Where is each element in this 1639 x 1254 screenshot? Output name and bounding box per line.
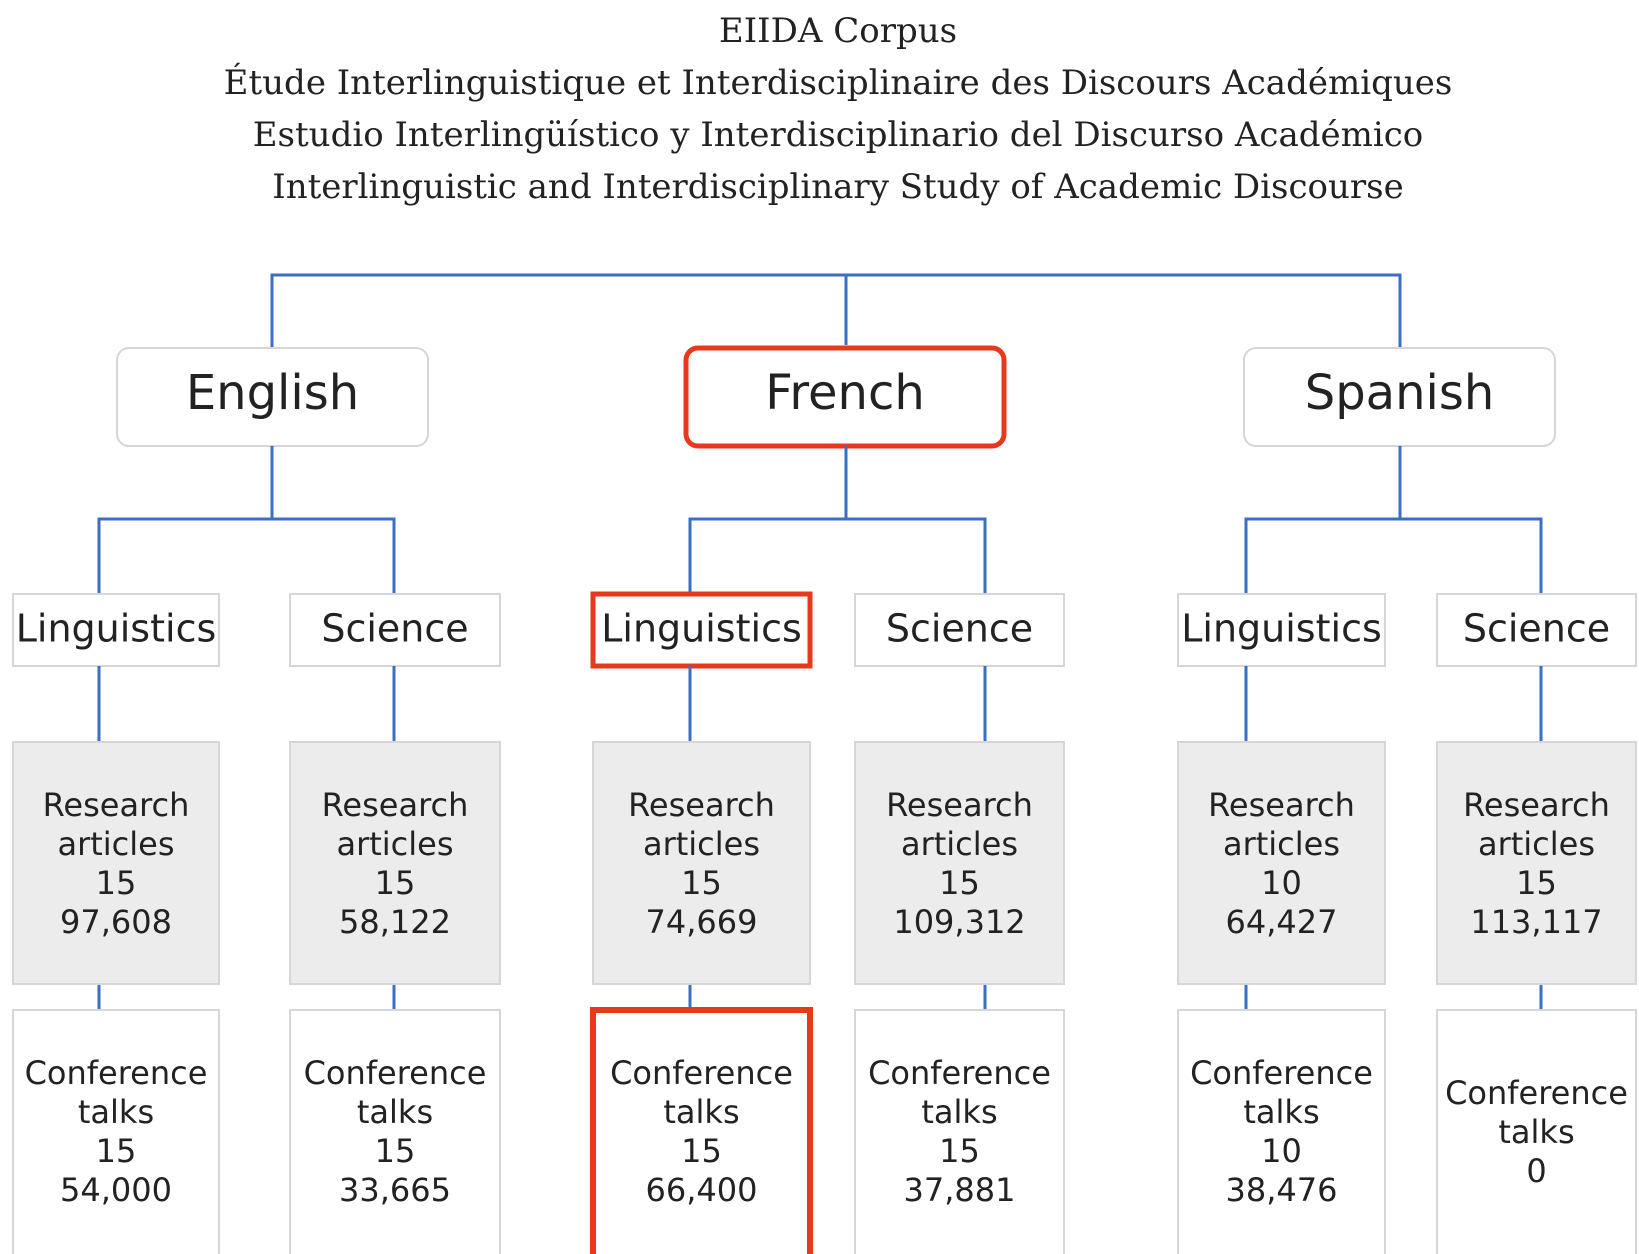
conference-text: talks [1498, 1113, 1574, 1151]
research-text: articles [336, 825, 453, 863]
conference-text: talks [1243, 1093, 1319, 1131]
conference-text: Conference [1445, 1074, 1628, 1112]
research-text: 97,608 [60, 903, 172, 941]
title-line: Interlinguistic and Interdisciplinary St… [272, 167, 1403, 207]
discipline-box [590, 591, 813, 669]
conference-text: talks [921, 1093, 997, 1131]
title-line: EIIDA Corpus [719, 11, 957, 51]
conference-box [590, 1007, 813, 1254]
research-text: 15 [1516, 864, 1557, 902]
conference-text: Conference [1190, 1054, 1373, 1092]
conference-box [854, 1009, 1065, 1254]
research-box [592, 741, 811, 985]
connector [97, 446, 396, 594]
research-text: 15 [939, 864, 980, 902]
research-text: Research [886, 786, 1033, 824]
conference-box [1177, 1009, 1386, 1254]
research-text: articles [643, 825, 760, 863]
research-box [1436, 741, 1637, 985]
conference-text: 37,881 [904, 1171, 1016, 1209]
conference-text: Conference [868, 1054, 1051, 1092]
language-label: French [765, 365, 925, 421]
discipline-label: Linguistics [16, 607, 217, 651]
conference-text: talks [663, 1093, 739, 1131]
research-text: articles [1223, 825, 1340, 863]
conference-text: 66,400 [646, 1171, 758, 1209]
discipline-label: Linguistics [1181, 607, 1382, 651]
research-text: articles [901, 825, 1018, 863]
research-text: 58,122 [339, 903, 451, 941]
research-text: 15 [681, 864, 722, 902]
discipline-label: Science [886, 607, 1033, 651]
conference-text: 33,665 [339, 1171, 451, 1209]
conference-text: 15 [375, 1132, 416, 1170]
conference-text: Conference [304, 1054, 487, 1092]
title-line: Étude Interlinguistique et Interdiscipli… [224, 62, 1453, 103]
conference-text: Conference [25, 1054, 208, 1092]
language-label: English [186, 365, 359, 421]
connector [270, 273, 1402, 350]
research-text: 113,117 [1470, 903, 1602, 941]
research-box [12, 741, 220, 985]
conference-text: 10 [1261, 1132, 1302, 1170]
research-text: 15 [375, 864, 416, 902]
research-box [854, 741, 1065, 985]
conference-text: 54,000 [60, 1171, 172, 1209]
discipline-label: Science [321, 607, 468, 651]
discipline-box [1177, 593, 1386, 667]
research-text: 74,669 [646, 903, 758, 941]
research-box [289, 741, 501, 985]
research-text: Research [322, 786, 469, 824]
discipline-box [854, 593, 1065, 667]
discipline-label: Science [1463, 607, 1610, 651]
connector [1244, 446, 1543, 594]
language-label: Spanish [1305, 365, 1495, 421]
discipline-box [1436, 593, 1637, 667]
conference-text: 15 [96, 1132, 137, 1170]
title-line: Estudio Interlingüístico y Interdiscipli… [253, 115, 1424, 155]
discipline-label: Linguistics [601, 607, 802, 651]
conference-text: talks [78, 1093, 154, 1131]
conference-text: Conference [610, 1054, 793, 1092]
research-text: articles [1478, 825, 1595, 863]
conference-text: 0 [1526, 1152, 1546, 1190]
conference-box [12, 1009, 220, 1254]
conference-box [1436, 1009, 1637, 1254]
research-text: Research [43, 786, 190, 824]
discipline-box [12, 593, 220, 667]
research-text: 10 [1261, 864, 1302, 902]
research-text: 64,427 [1226, 903, 1338, 941]
research-text: Research [1463, 786, 1610, 824]
conference-text: talks [357, 1093, 433, 1131]
conference-box [289, 1009, 501, 1254]
conference-text: 15 [681, 1132, 722, 1170]
research-text: Research [1208, 786, 1355, 824]
conference-text: 38,476 [1226, 1171, 1338, 1209]
research-text: 109,312 [893, 903, 1025, 941]
research-text: 15 [96, 864, 137, 902]
conference-text: 15 [939, 1132, 980, 1170]
research-box [1177, 741, 1386, 985]
research-text: Research [628, 786, 775, 824]
research-text: articles [57, 825, 174, 863]
connector [688, 446, 987, 594]
